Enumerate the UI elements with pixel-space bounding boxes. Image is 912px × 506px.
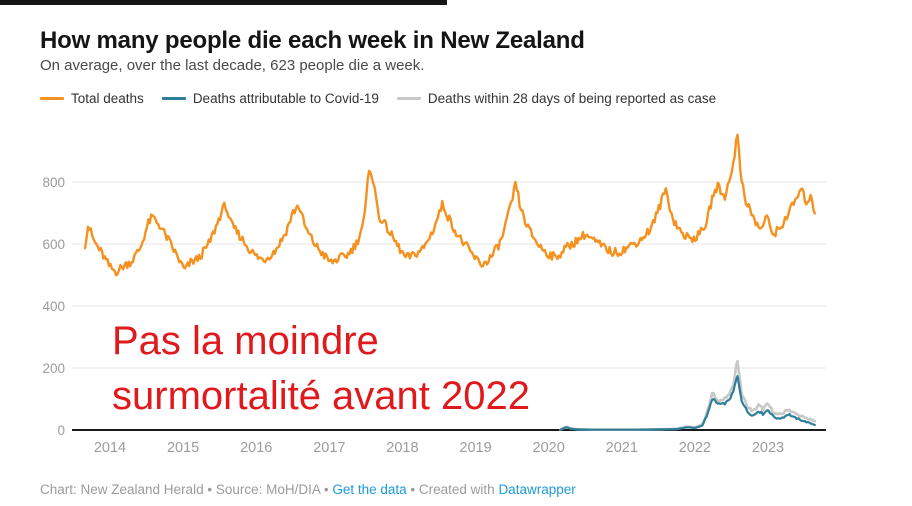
get-the-data-link[interactable]: Get the data (332, 482, 407, 497)
svg-text:0: 0 (57, 423, 65, 438)
line-swatch-icon (40, 97, 64, 100)
annotation-text: Pas la moindre surmortalité avant 2022 (112, 314, 530, 424)
svg-text:2020: 2020 (533, 440, 565, 456)
legend-label: Total deaths (71, 91, 144, 106)
footer-separator: • (320, 482, 333, 497)
annotation-line1: Pas la moindre (112, 319, 379, 363)
legend-label: Deaths attributable to Covid-19 (192, 91, 379, 106)
svg-text:2023: 2023 (752, 440, 784, 456)
series-line-2 (83, 133, 816, 277)
svg-text:400: 400 (42, 299, 65, 314)
footer-created-with: Created with (418, 482, 499, 497)
legend-item-within-28-days: Deaths within 28 days of being reported … (396, 91, 717, 106)
svg-text:2016: 2016 (240, 440, 272, 456)
footer-source: Source: MoH/DIA (215, 482, 321, 497)
svg-text:2015: 2015 (167, 440, 199, 456)
annotation-line2: surmortalité avant 2022 (112, 374, 531, 418)
footer-chart-credit: Chart: New Zealand Herald (40, 482, 204, 497)
svg-text:2022: 2022 (679, 440, 711, 456)
datawrapper-link[interactable]: Datawrapper (498, 482, 576, 497)
svg-text:2019: 2019 (459, 440, 491, 456)
series-line-1 (559, 375, 816, 431)
chart-subtitle: On average, over the last decade, 623 pe… (40, 57, 425, 74)
legend-label: Deaths within 28 days of being reported … (427, 91, 717, 106)
svg-text:2018: 2018 (386, 440, 418, 456)
svg-text:200: 200 (42, 361, 65, 376)
line-swatch-icon (396, 97, 421, 100)
legend-item-total-deaths: Total deaths (40, 91, 144, 106)
legend-item-covid-deaths: Deaths attributable to Covid-19 (161, 91, 379, 106)
line-swatch-icon (161, 97, 186, 100)
top-partial-bar (0, 0, 447, 5)
svg-text:2017: 2017 (313, 440, 345, 456)
footer-separator: • (203, 482, 216, 497)
svg-text:2014: 2014 (94, 440, 126, 456)
page-title: How many people die each week in New Zea… (40, 27, 585, 55)
svg-text:800: 800 (42, 175, 65, 190)
svg-text:600: 600 (42, 237, 65, 252)
footer-separator: • (406, 482, 419, 497)
chart-legend: Total deaths Deaths attributable to Covi… (40, 91, 716, 106)
svg-text:2021: 2021 (606, 440, 638, 456)
chart-footer: Chart: New Zealand Herald • Source: MoH/… (40, 482, 576, 497)
